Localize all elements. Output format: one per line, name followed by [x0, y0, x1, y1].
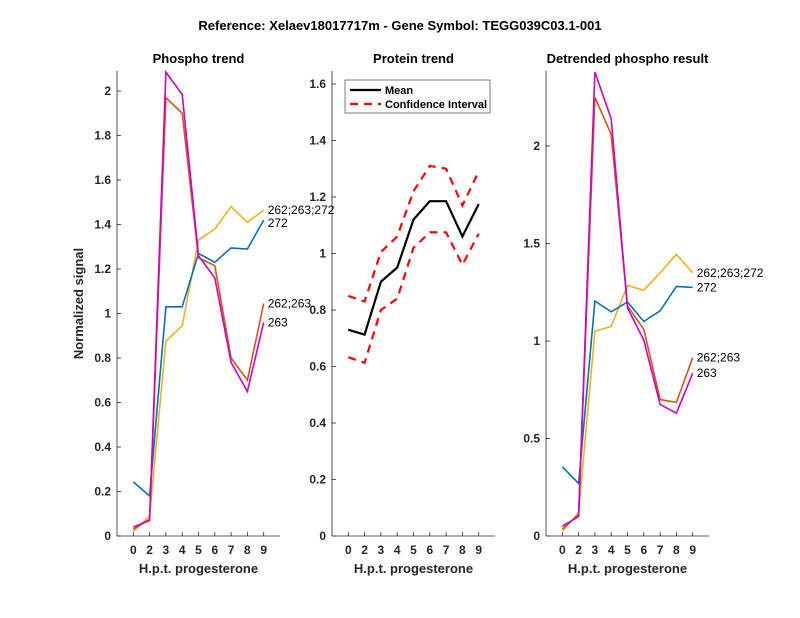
x-tick-label: 7	[657, 543, 664, 557]
y-tick-label: 2	[533, 139, 540, 153]
series-line-263	[561, 71, 694, 527]
legend-label-mean: Mean	[385, 85, 413, 97]
y-tick-label: 0.2	[309, 472, 326, 486]
x-tick-label: 0	[130, 543, 137, 557]
x-tick-label: 2	[575, 543, 582, 557]
x-tick-label: 9	[475, 543, 482, 557]
x-tick-label: 8	[459, 543, 466, 557]
y-tick-label: 1.6	[94, 173, 111, 187]
series-end-label: 262;263	[268, 297, 312, 311]
x-tick-label: 5	[410, 543, 417, 557]
series-end-label: 263	[268, 315, 288, 329]
legend-label-confidence-interval: Confidence Interval	[385, 99, 487, 111]
series-end-label: 262;263;272	[697, 266, 764, 280]
x-tick-label: 6	[640, 543, 647, 557]
series-line-272	[561, 285, 693, 486]
y-tick-label: 0.6	[94, 396, 111, 410]
series-line-262-263-272	[561, 253, 694, 532]
x-tick-label: 2	[361, 543, 368, 557]
y-tick-label: 0.5	[523, 432, 540, 446]
y-tick-label: 0.4	[94, 440, 111, 454]
series-line-262-263-272	[132, 205, 265, 533]
y-tick-label: 2	[104, 84, 111, 98]
series-end-label: 262;263;272	[268, 203, 335, 217]
series-end-label: 262;263	[697, 351, 741, 365]
x-tick-label: 0	[345, 543, 352, 557]
legend-box	[344, 79, 491, 114]
y-tick-label: 0	[533, 529, 540, 543]
series-end-label: 272	[697, 280, 717, 294]
x-tick-label: 5	[624, 543, 631, 557]
x-tick-label: 9	[260, 543, 267, 557]
series-line-confidence-interval-lower	[347, 231, 480, 365]
y-tick-label: 0.8	[309, 303, 326, 317]
panel-title: Phospho trend	[153, 51, 245, 66]
y-tick-label: 0	[104, 529, 111, 543]
legend: Mean Confidence Interval	[344, 79, 491, 114]
series-end-label: 263	[697, 366, 717, 380]
y-tick-label: 0.8	[94, 351, 111, 365]
series-line-confidence-interval-upper	[347, 164, 480, 303]
series-line-mean	[347, 200, 480, 336]
x-tick-label: 4	[179, 543, 186, 557]
y-tick-label: 1	[104, 307, 111, 321]
x-axis-label: H.p.t. progesterone	[354, 561, 473, 576]
y-tick-label: 1.2	[309, 190, 326, 204]
x-tick-label: 8	[673, 543, 680, 557]
x-tick-label: 3	[592, 543, 599, 557]
series-line-263	[132, 69, 265, 528]
figure-title: Reference: Xelaev18017717m - Gene Symbol…	[198, 18, 601, 33]
x-tick-label: 6	[426, 543, 433, 557]
y-tick-label: 0	[319, 529, 326, 543]
x-tick-label: 2	[146, 543, 153, 557]
panel-title: Protein trend	[373, 51, 454, 66]
y-tick-label: 0.2	[94, 485, 111, 499]
y-tick-label: 1.4	[94, 218, 111, 232]
x-tick-label: 4	[608, 543, 615, 557]
x-tick-label: 8	[244, 543, 251, 557]
y-tick-label: 1.6	[309, 77, 326, 91]
x-tick-label: 5	[195, 543, 202, 557]
y-tick-label: 1	[319, 246, 326, 260]
panel-phospho-trend: Phospho trend 0 0.2 0.4 0.6 0.8 1 1.2 1.4 1.6 1.8 2…	[71, 51, 335, 576]
y-axis-label: Normalized signal	[71, 248, 86, 359]
x-tick-label: 7	[443, 543, 450, 557]
y-tick-label: 0.4	[309, 416, 326, 430]
x-tick-label: 3	[378, 543, 385, 557]
y-tick-label: 1.8	[94, 129, 111, 143]
y-tick-label: 1	[533, 334, 540, 348]
x-axis-label: H.p.t. progesterone	[139, 561, 258, 576]
x-tick-label: 4	[394, 543, 401, 557]
x-tick-label: 7	[228, 543, 235, 557]
series-line-262-263	[561, 96, 694, 530]
y-tick-label: 0.6	[309, 359, 326, 373]
x-tick-label: 3	[163, 543, 170, 557]
panel-title: Detrended phospho result	[547, 51, 709, 66]
y-tick-label: 1.2	[94, 262, 111, 276]
y-tick-label: 1.5	[523, 237, 540, 251]
x-tick-label: 9	[689, 543, 696, 557]
series-end-label: 272	[268, 216, 288, 230]
x-axis-label: H.p.t. progesterone	[568, 561, 687, 576]
y-tick-label: 1.4	[309, 133, 326, 147]
x-tick-label: 6	[211, 543, 218, 557]
x-tick-label: 0	[559, 543, 566, 557]
